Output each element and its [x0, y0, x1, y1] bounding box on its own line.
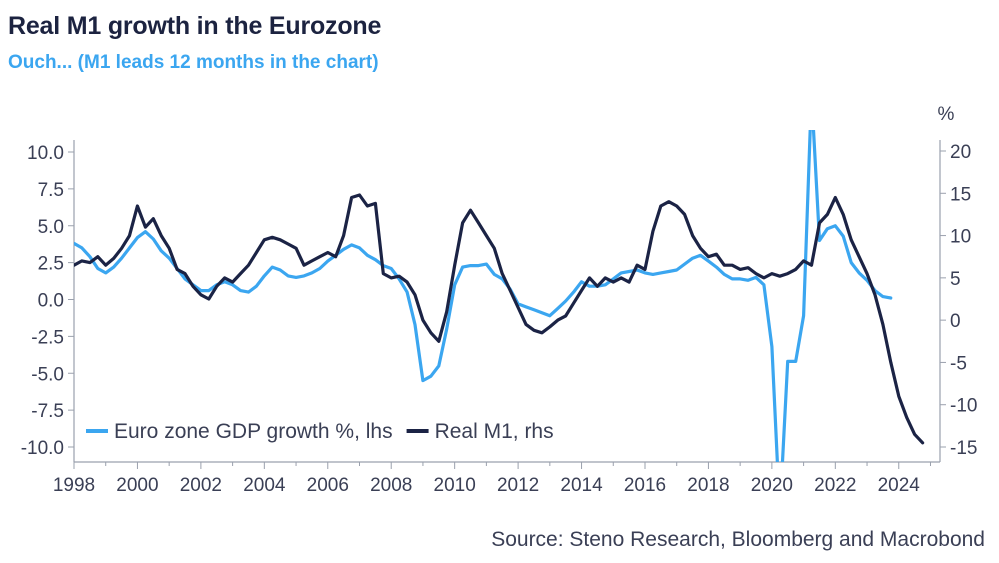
left-tick-label: 0.0 [38, 291, 64, 312]
right-tick-label: -15 [950, 438, 977, 459]
x-tick-label: 2010 [434, 475, 476, 496]
right-axis-unit-label: % [938, 104, 955, 125]
x-tick-label: 2014 [560, 475, 603, 496]
legend-label: Euro zone GDP growth %, lhs [114, 420, 393, 443]
x-tick-label: 2000 [116, 475, 158, 496]
right-tick-label: 5 [950, 269, 961, 290]
x-tick-label: 2004 [243, 475, 286, 496]
legend-label: Real M1, rhs [435, 420, 554, 443]
chart-title: Real M1 growth in the Eurozone [8, 12, 382, 40]
right-tick-label: -5 [950, 353, 967, 374]
right-tick-label: 15 [950, 184, 971, 205]
x-tick-label: 2018 [687, 475, 729, 496]
chart-legend: Euro zone GDP growth %, lhs Real M1, rhs [84, 413, 604, 449]
x-tick-label: 1998 [53, 475, 95, 496]
chart-lines [74, 130, 925, 462]
chart-axes: 10.0 7.5 5.0 2.5 0.0 -2.5 -5.0 -7.5 -10.0 20 15 10 5… [21, 104, 978, 496]
left-tick-label: 10.0 [27, 143, 64, 164]
x-tick-label: 2002 [180, 475, 222, 496]
left-tick-label: 2.5 [38, 254, 64, 275]
x-tick-label: 2008 [370, 475, 412, 496]
right-tick-label: 10 [950, 227, 971, 248]
legend-background [84, 413, 604, 449]
right-tick-label: -10 [950, 396, 977, 417]
x-tick-label: 2016 [624, 475, 666, 496]
gdp-growth-line [74, 130, 893, 462]
x-tick-label: 2024 [878, 475, 921, 496]
source-note: Source: Steno Research, Bloomberg and Ma… [491, 528, 985, 551]
right-tick-label: 0 [950, 311, 961, 332]
x-tick-label: 2020 [751, 475, 793, 496]
left-tick-label: -5.0 [31, 364, 64, 385]
left-tick-label: 7.5 [38, 180, 64, 201]
left-tick-label: -7.5 [31, 401, 64, 422]
right-tick-label: 20 [950, 142, 971, 163]
x-tick-label: 2022 [814, 475, 856, 496]
left-tick-label: 5.0 [38, 217, 64, 238]
left-tick-label: -2.5 [31, 327, 64, 348]
x-tick-label: 2006 [307, 475, 349, 496]
left-tick-label: -10.0 [21, 438, 64, 459]
real-m1-line [74, 193, 925, 445]
x-tick-label: 2012 [497, 475, 539, 496]
chart-subtitle: Ouch... (M1 leads 12 months in the chart… [8, 52, 379, 73]
